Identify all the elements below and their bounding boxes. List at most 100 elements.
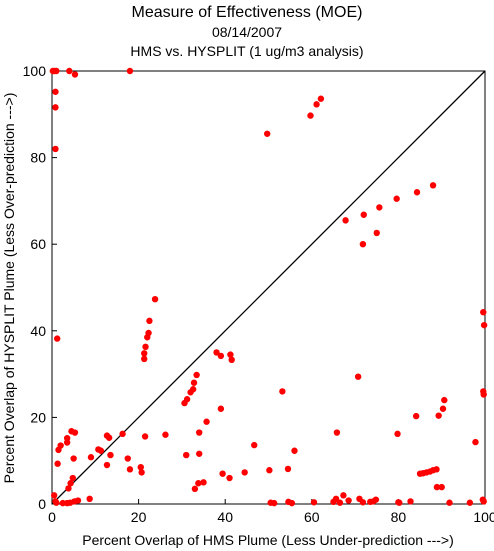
data-point <box>372 496 380 503</box>
data-point <box>412 412 420 420</box>
data-point <box>103 461 111 469</box>
data-point <box>396 499 403 506</box>
data-point <box>354 373 362 380</box>
data-point <box>162 431 169 438</box>
data-point <box>105 434 113 441</box>
data-point <box>70 455 77 462</box>
data-point <box>86 495 93 503</box>
data-point <box>71 71 79 78</box>
plot-area: 0 20 40 60 80 100 0 20 40 60 80 100 <box>23 63 494 525</box>
data-point <box>441 396 448 404</box>
y-tick-label: 40 <box>30 323 46 339</box>
data-point <box>119 430 126 438</box>
data-point <box>227 351 234 358</box>
data-point <box>138 469 145 476</box>
data-point <box>193 371 200 379</box>
data-point <box>196 429 203 436</box>
data-point <box>317 95 325 102</box>
data-point <box>279 388 286 395</box>
data-point <box>359 241 367 248</box>
data-point <box>291 447 298 454</box>
x-tick-label: 60 <box>304 509 320 525</box>
data-point <box>407 498 414 505</box>
data-point <box>439 405 447 412</box>
data-point <box>53 499 60 506</box>
data-point <box>342 217 349 224</box>
y-axis-label: Percent Overlap of HYSPLIT Plume (Less O… <box>1 93 17 484</box>
data-point <box>124 455 131 462</box>
y-axis-ticks: 0 20 40 60 80 100 <box>23 63 57 512</box>
data-point <box>141 350 148 357</box>
data-point <box>189 386 197 393</box>
data-point <box>126 466 134 473</box>
data-point <box>332 495 340 503</box>
data-point <box>413 189 421 196</box>
data-point <box>345 497 352 504</box>
data-point <box>393 195 400 202</box>
y-tick-label: 80 <box>30 150 46 166</box>
data-point <box>63 434 71 442</box>
data-point <box>219 470 226 477</box>
x-tick-label: 100 <box>473 509 494 525</box>
data-point <box>151 295 159 303</box>
y-tick-label: 100 <box>23 63 47 79</box>
data-point <box>360 211 367 218</box>
data-point <box>145 329 152 337</box>
x-tick-label: 20 <box>131 509 147 525</box>
data-point <box>270 499 278 507</box>
data-point <box>480 498 487 505</box>
data-point <box>217 352 225 360</box>
data-point <box>191 485 199 493</box>
data-point <box>288 499 296 507</box>
chart-title: Measure of Effectiveness (MOE) <box>132 4 363 21</box>
data-point <box>107 451 114 459</box>
data-point <box>226 474 233 482</box>
y-tick-label: 0 <box>38 496 46 512</box>
data-point <box>394 430 401 438</box>
data-point <box>376 204 383 211</box>
data-point <box>54 460 61 467</box>
data-point <box>67 480 74 487</box>
data-point <box>126 67 134 75</box>
data-point <box>65 485 72 492</box>
data-point <box>190 379 198 386</box>
data-point <box>480 308 487 316</box>
x-axis-label: Percent Overlap of HMS Plume (Less Under… <box>82 532 454 548</box>
data-point <box>53 335 61 342</box>
data-point <box>336 499 344 506</box>
data-point <box>195 480 202 487</box>
y-tick-label: 20 <box>30 409 46 425</box>
x-tick-label: 80 <box>391 509 407 525</box>
data-point <box>480 321 488 329</box>
chart-subtitle-date: 08/14/2007 <box>212 24 282 40</box>
data-point <box>433 466 440 473</box>
data-point <box>74 497 82 504</box>
data-point <box>69 474 76 482</box>
data-point <box>284 465 292 473</box>
data-point <box>241 469 248 476</box>
data-point <box>50 492 58 499</box>
data-point <box>313 101 320 108</box>
data-point <box>266 467 273 474</box>
x-tick-label: 0 <box>48 509 56 525</box>
x-tick-label: 40 <box>217 509 233 525</box>
data-point <box>433 483 441 491</box>
chart-subtitle-analysis: HMS vs. HYSPLIT (1 ug/m3 analysis) <box>130 43 363 59</box>
data-point <box>438 483 445 491</box>
data-point <box>183 396 191 403</box>
data-point <box>217 405 225 412</box>
data-point <box>146 317 153 325</box>
data-point <box>137 463 144 471</box>
data-point <box>141 433 149 440</box>
data-point <box>203 418 210 425</box>
data-point <box>466 499 474 506</box>
data-point <box>310 499 318 506</box>
data-point <box>87 454 95 461</box>
data-point <box>141 355 148 363</box>
data-point <box>52 145 59 153</box>
data-point <box>142 343 149 351</box>
data-point <box>52 88 59 95</box>
data-point <box>71 429 79 436</box>
data-point <box>480 391 487 398</box>
